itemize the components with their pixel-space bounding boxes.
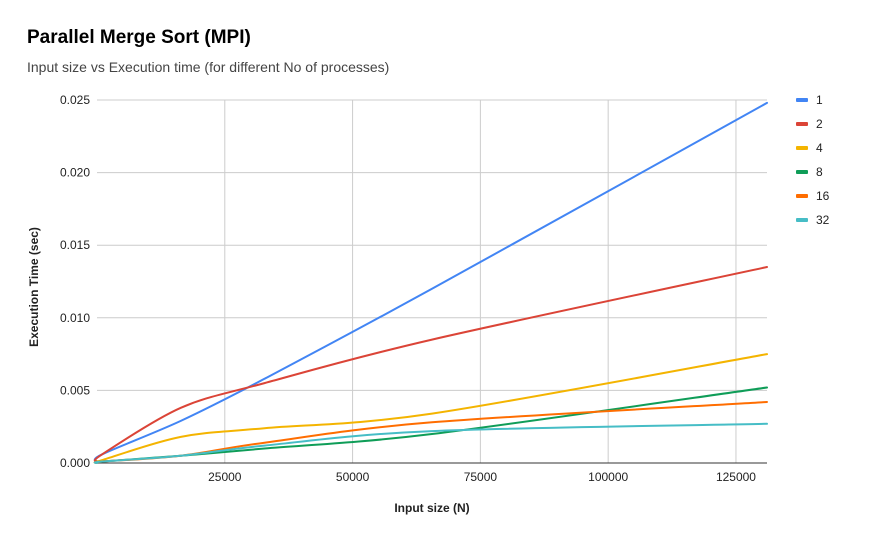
y-tick-label: 0.025 [60, 93, 90, 107]
chart-subtitle: Input size vs Execution time (for differ… [27, 59, 390, 75]
x-axis-title: Input size (N) [394, 501, 469, 515]
gridlines [97, 99, 767, 463]
y-tick-label: 0.020 [60, 166, 90, 180]
legend-swatch-1 [796, 98, 808, 102]
series-line-32 [93, 422, 768, 464]
series-line-4 [93, 353, 768, 464]
y-axis-title: Execution Time (sec) [27, 227, 41, 347]
legend-label-1: 1 [816, 93, 823, 107]
legend-label-8: 8 [816, 165, 823, 179]
axes: 0.000 0.005 0.010 0.015 0.020 0.025 25000 50000… [60, 93, 767, 484]
legend-label-4: 4 [816, 141, 823, 155]
x-tick-label: 50000 [336, 470, 370, 484]
y-tick-label: 0.015 [60, 238, 90, 252]
y-tick-label: 0.000 [60, 456, 90, 470]
legend-label-32: 32 [816, 213, 830, 227]
chart-title: Parallel Merge Sort (MPI) [27, 27, 251, 48]
y-tick-label: 0.005 [60, 383, 90, 397]
x-tick-label: 75000 [464, 470, 498, 484]
legend-swatch-8 [796, 170, 808, 174]
series-line-2 [93, 266, 768, 463]
series-lines [93, 101, 768, 464]
legend-label-16: 16 [816, 189, 830, 203]
legend-label-2: 2 [816, 117, 823, 131]
legend: 1 2 4 8 16 32 [796, 93, 830, 227]
legend-swatch-32 [796, 218, 808, 222]
legend-swatch-2 [796, 122, 808, 126]
x-tick-label: 100000 [588, 470, 628, 484]
legend-swatch-16 [796, 194, 808, 198]
y-tick-label: 0.010 [60, 311, 90, 325]
legend-swatch-4 [796, 146, 808, 150]
x-tick-label: 25000 [208, 470, 242, 484]
x-tick-label: 125000 [716, 470, 756, 484]
